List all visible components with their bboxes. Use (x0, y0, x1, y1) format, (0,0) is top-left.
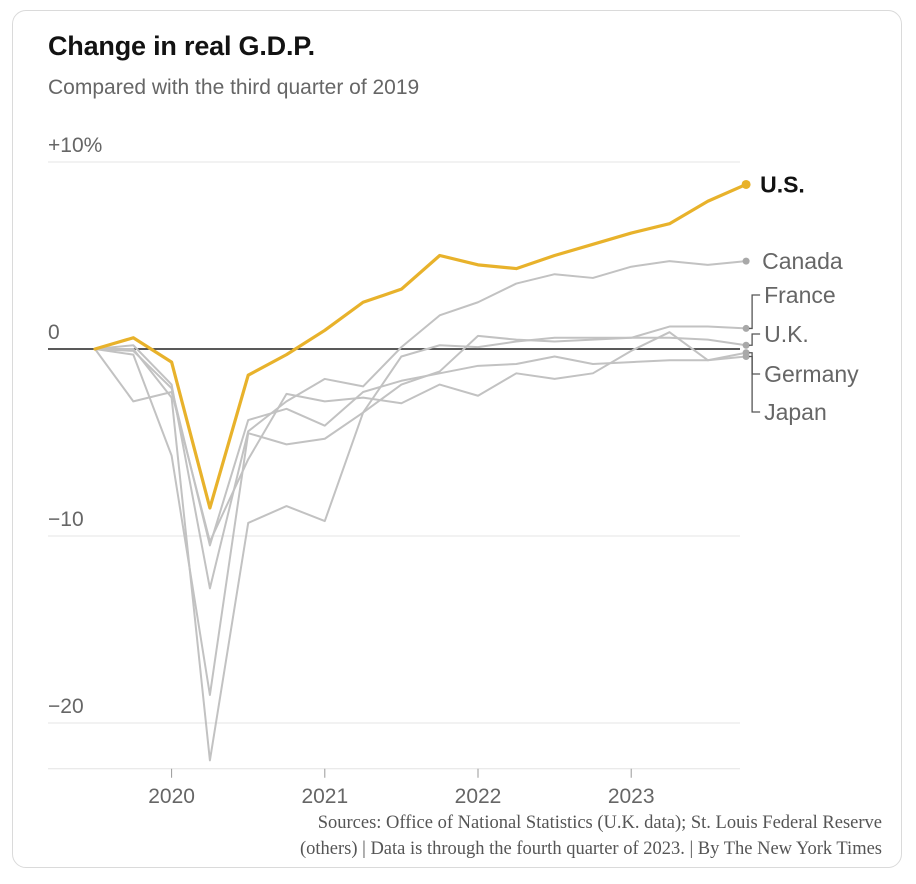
x-tick-label: 2023 (608, 785, 655, 808)
series-label-france: France (764, 282, 836, 308)
source-note: Sources: Office of National Statistics (… (22, 810, 882, 862)
chart-title: Change in real G.D.P. (48, 31, 315, 61)
series-lines (93, 179, 751, 762)
series-label-japan: Japan (764, 399, 827, 425)
series-label-canada: Canada (762, 248, 843, 274)
series-label-us: U.S. (760, 171, 805, 197)
series-labels: U.S. Canada France U.K. Germany Japan (749, 171, 859, 425)
y-tick-label: 0 (48, 321, 60, 344)
x-tick-label: 2020 (148, 785, 195, 808)
series-end-dot (742, 341, 750, 349)
axis-ticks: +10% 0 −10 −20 2020 2021 2022 2023 (48, 134, 655, 808)
y-tick-label: +10% (48, 134, 102, 157)
series-end-dot (742, 324, 750, 332)
series-end-dot (742, 257, 750, 265)
series-line-u-k (94, 334, 748, 762)
gridlines (48, 161, 740, 770)
series-end-dot (742, 349, 750, 357)
chart-subtitle: Compared with the third quarter of 2019 (48, 76, 420, 99)
chart-card (12, 10, 902, 868)
source-line-2: (others) | Data is through the fourth qu… (299, 839, 882, 859)
source-line-1: Sources: Office of National Statistics (… (317, 813, 882, 833)
y-tick-label: −20 (48, 695, 84, 718)
label-leader (749, 355, 761, 375)
series-label-u-k: U.K. (764, 321, 809, 347)
series-label-germany: Germany (764, 361, 859, 387)
series-line-u-s (93, 182, 748, 510)
series-line-france (94, 325, 748, 696)
label-leader (749, 333, 761, 346)
label-leader (749, 294, 761, 330)
label-leader (749, 352, 761, 413)
series-line-japan (94, 331, 748, 543)
series-end-dot (741, 179, 751, 189)
series-line-canada (94, 260, 748, 590)
y-tick-label: −10 (48, 508, 84, 531)
x-tick-label: 2021 (301, 785, 348, 808)
x-tick-label: 2022 (455, 785, 502, 808)
